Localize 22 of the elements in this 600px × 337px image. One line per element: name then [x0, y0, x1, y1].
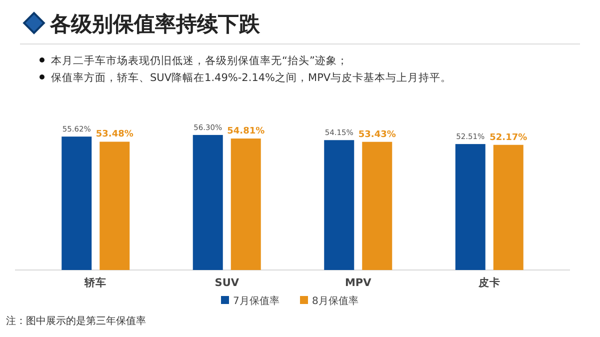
x-tick-label: 皮卡 [477, 276, 500, 289]
bar [192, 134, 223, 270]
legend-label: 7月保值率 [233, 295, 280, 307]
chart-title: 各级别保值率持续下跌 [49, 12, 261, 36]
bar [62, 136, 92, 270]
x-tick-label: MPV [344, 277, 372, 289]
bar [324, 140, 354, 270]
data-label: 54.81% [227, 126, 265, 137]
legend-label: 8月保值率 [312, 295, 358, 307]
x-tick-label: SUV [214, 277, 240, 289]
text: 本月二手车市场表现仍旧低迷，各级别保值率无“抬头”迹象； [51, 54, 348, 67]
bar [100, 142, 130, 270]
bar [362, 142, 392, 270]
text: 保值率方面，轿车、SUV降幅在1.49%-2.14%之间，MPV与皮卡基本与上月持平。 [51, 71, 452, 84]
data-label: 53.43% [358, 130, 396, 140]
data-label: 52.17% [490, 132, 528, 143]
bar [230, 138, 261, 270]
bar [493, 144, 524, 270]
data-label: 53.48% [96, 130, 134, 140]
x-tick-label: 轿车 [84, 276, 107, 289]
bar [455, 144, 486, 270]
text: 注：图中展示的是第三年保值率 [6, 315, 146, 327]
